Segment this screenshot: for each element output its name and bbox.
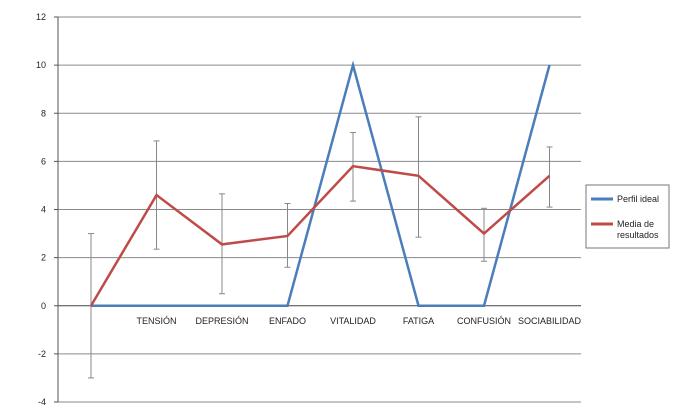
y-tick-label: 8 — [41, 108, 46, 118]
category-labels: TENSIÓN DEPRESIÓN ENFADO VITALIDAD FATIGA CON… — [136, 316, 581, 326]
category-label: DEPRESIÓN — [195, 316, 248, 326]
category-label: FATIGA — [403, 316, 434, 326]
category-label: SOCIABILIDAD — [518, 316, 582, 326]
legend-label-media: Media de resultados — [617, 219, 659, 240]
error-bars — [88, 116, 553, 379]
category-label: CONFUSIÓN — [457, 316, 511, 326]
legend: Perfil ideal Media de resultados — [585, 184, 670, 249]
category-label: ENFADO — [269, 316, 306, 326]
y-tick-label: 2 — [41, 253, 46, 263]
series-line-media — [89, 164, 551, 307]
grid-lines — [58, 16, 581, 403]
series-line-perfil-ideal — [91, 60, 551, 307]
y-tick-label: 4 — [41, 205, 46, 215]
category-label: TENSIÓN — [136, 316, 176, 326]
y-tick-label: 10 — [36, 60, 46, 70]
y-axis: -4 -2 0 2 4 6 8 10 12 — [36, 12, 59, 407]
legend-label-perfil-ideal: Perfil ideal — [617, 194, 659, 204]
y-tick-label: 12 — [36, 12, 46, 22]
legend-box — [585, 184, 670, 249]
y-tick-label: 6 — [41, 156, 46, 166]
category-label: VITALIDAD — [330, 316, 376, 326]
y-tick-label: -2 — [38, 349, 46, 359]
y-tick-label: 0 — [41, 301, 46, 311]
y-tick-label: -4 — [38, 397, 46, 407]
series-lines — [89, 60, 551, 307]
